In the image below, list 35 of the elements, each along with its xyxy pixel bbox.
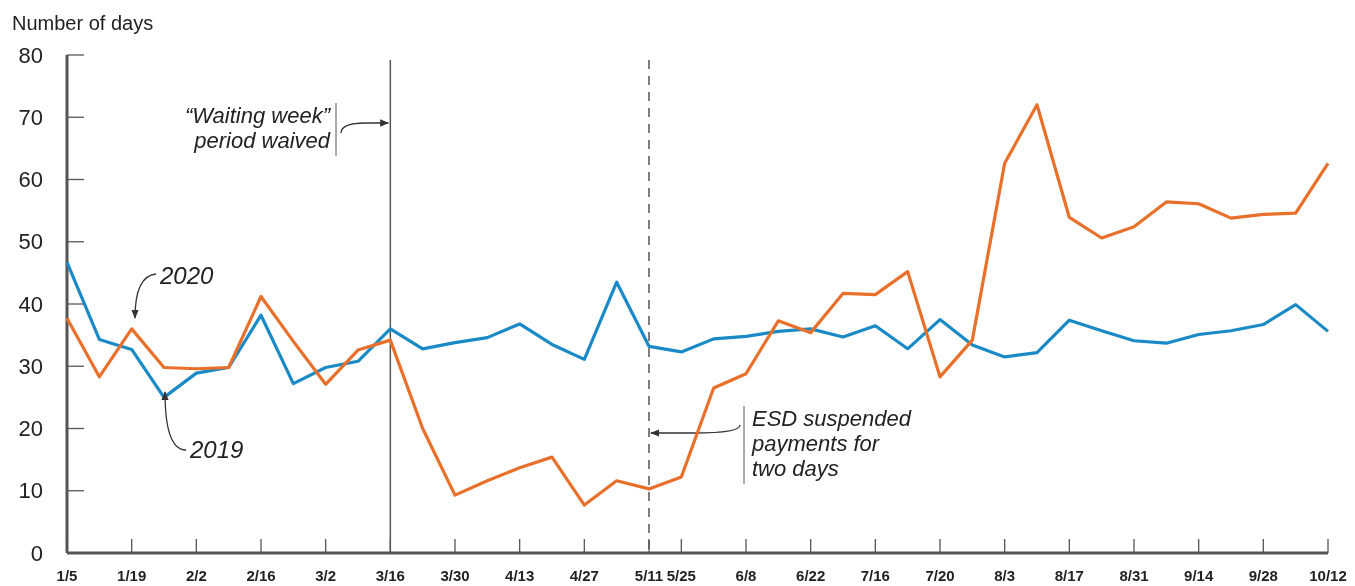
y-tick-label: 40	[18, 291, 43, 317]
x-tick-label: 6/22	[796, 567, 826, 584]
x-tick-label: 10/12	[1309, 567, 1347, 584]
series-label: 2019	[189, 436, 244, 463]
x-tick-label: 4/13	[505, 567, 535, 584]
x-tick-label: 5/25	[666, 567, 696, 584]
x-tick-label: 5/11	[634, 567, 664, 584]
y-tick-label: 80	[18, 42, 43, 68]
x-tick-label: 2/16	[246, 567, 276, 584]
x-tick-label: 1/19	[117, 567, 147, 584]
y-tick-label: 0	[30, 540, 43, 566]
x-tick-label: 3/2	[315, 567, 337, 584]
x-tick-label: 7/20	[925, 567, 955, 584]
x-tick-label: 3/30	[440, 567, 470, 584]
x-tick-label: 7/16	[860, 567, 890, 584]
y-tick-label: 50	[18, 229, 43, 255]
x-tick-label: 9/28	[1248, 567, 1278, 584]
x-tick-label: 9/14	[1184, 567, 1214, 584]
x-tick-label: 8/3	[994, 567, 1016, 584]
ref-line-label: “Waiting week” period waived	[184, 103, 332, 153]
x-tick-label: 8/17	[1054, 567, 1084, 584]
y-tick-label: 60	[18, 167, 43, 193]
y-tick-label: 30	[18, 353, 43, 379]
y-axis-title: Number of days	[12, 12, 154, 34]
x-tick-label: 3/16	[375, 567, 405, 584]
ref-line-label: ESD suspended payments for two days	[751, 406, 912, 481]
x-tick-label: 8/31	[1119, 567, 1149, 584]
y-tick-label: 70	[18, 104, 43, 130]
y-tick-label: 20	[18, 416, 43, 442]
x-tick-label: 1/5	[56, 567, 78, 584]
x-tick-label: 6/8	[735, 567, 757, 584]
x-tick-label: 2/2	[185, 567, 207, 584]
y-tick-label: 10	[18, 478, 43, 504]
x-tick-label: 4/27	[569, 567, 599, 584]
series-label: 2020	[159, 262, 215, 289]
